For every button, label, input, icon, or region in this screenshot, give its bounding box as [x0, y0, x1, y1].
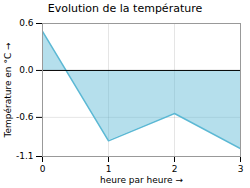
svg-text:0.0: 0.0	[19, 65, 34, 75]
svg-text:-1.1: -1.1	[16, 151, 34, 161]
svg-text:2: 2	[172, 164, 178, 174]
svg-text:Température en °C →: Température en °C →	[3, 42, 13, 139]
svg-text:3: 3	[238, 164, 244, 174]
svg-text:-0.6: -0.6	[16, 112, 34, 122]
svg-text:1: 1	[106, 164, 112, 174]
svg-text:0: 0	[40, 164, 46, 174]
html-text:Evolution de la température: Evolution de la température	[47, 2, 203, 15]
svg-text:heure par heure →: heure par heure →	[100, 175, 183, 185]
svg-text:0.6: 0.6	[19, 18, 34, 28]
